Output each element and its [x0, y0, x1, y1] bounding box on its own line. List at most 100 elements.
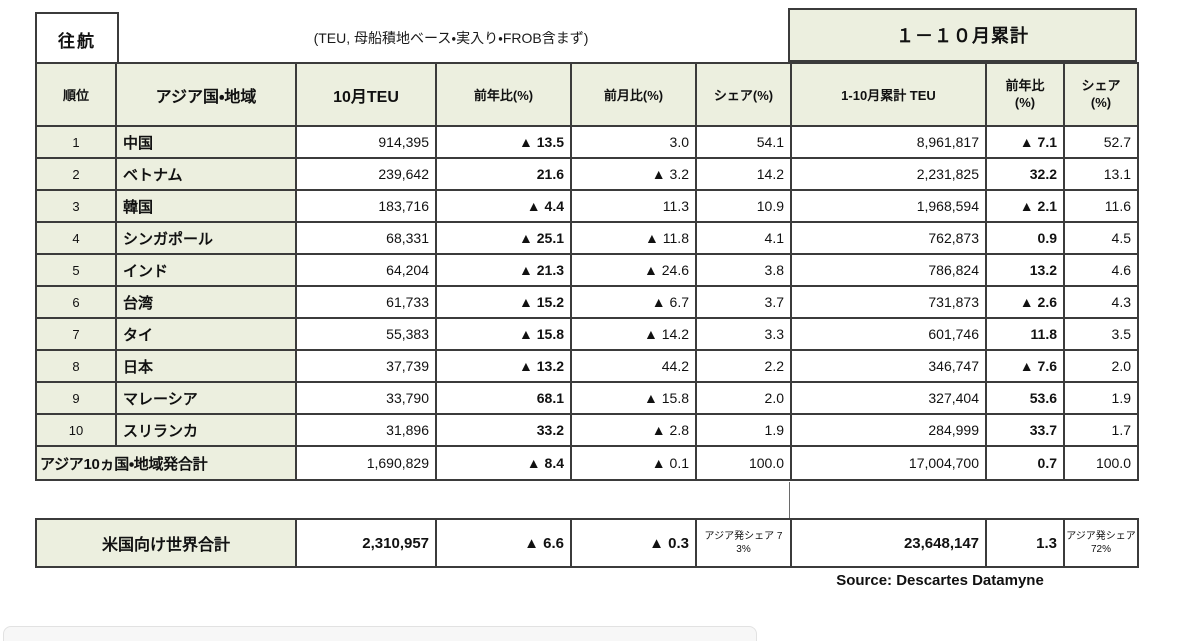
cell-cum-yoy: 11.8 — [985, 317, 1065, 351]
cell-cum-teu: 284,999 — [790, 413, 987, 447]
table-body: 1 中国 914,395 ▲ 13.5 3.0 54.1 8,961,817 ▲ 7.1 52.… — [35, 125, 1139, 447]
world-total-oct-teu: 2,310,957 — [295, 518, 438, 568]
col-header-country: アジア国・地域 — [115, 62, 297, 127]
table-row: 4 シンガポール 68,331 ▲ 25.1 ▲ 11.8 4.1 762,873 0.9 4.… — [35, 221, 1139, 255]
col-header-cum-share: シェア (%) — [1063, 62, 1139, 127]
cell-share: 14.2 — [695, 157, 792, 191]
cell-cum-teu: 762,873 — [790, 221, 987, 255]
cell-mom: ▲ 11.8 — [570, 221, 697, 255]
cell-cum-yoy: 33.7 — [985, 413, 1065, 447]
cell-yoy: ▲ 15.2 — [435, 285, 572, 319]
cell-cum-yoy: ▲ 2.6 — [985, 285, 1065, 319]
cell-yoy: ▲ 21.3 — [435, 253, 572, 287]
cumulative-section-divider-line — [789, 482, 790, 518]
cell-cum-share: 1.7 — [1063, 413, 1139, 447]
cell-cum-share: 3.5 — [1063, 317, 1139, 351]
source-credit: Source: Descartes Datamyne — [836, 572, 1044, 589]
cell-oct-teu: 31,896 — [295, 413, 437, 447]
cell-cum-yoy: ▲ 2.1 — [985, 189, 1065, 223]
cell-oct-teu: 183,716 — [295, 189, 437, 223]
cell-mom: ▲ 24.6 — [570, 253, 697, 287]
cell-rank: 9 — [35, 381, 117, 415]
world-total-label: 米国向け世界合計 — [34, 518, 298, 568]
cell-rank: 10 — [35, 413, 117, 447]
table-row: 10 スリランカ 31,896 33.2 ▲ 2.8 1.9 284,999 33.7 1.7 — [35, 413, 1139, 447]
cell-yoy: ▲ 13.2 — [435, 349, 572, 383]
cell-cum-yoy: ▲ 7.1 — [985, 125, 1065, 159]
col-header-mom: 前月比(%) — [570, 62, 697, 127]
cell-cum-teu: 786,824 — [790, 253, 987, 287]
world-total-yoy: ▲ 6.6 — [435, 518, 573, 568]
cell-yoy: ▲ 15.8 — [435, 317, 572, 351]
cell-cum-share: 2.0 — [1063, 349, 1139, 383]
cell-cum-share: 52.7 — [1063, 125, 1139, 159]
cell-cum-share: 1.9 — [1063, 381, 1139, 415]
asia-total-label: アジア10ヵ国・地域発合計 — [35, 445, 297, 481]
cell-share: 10.9 — [695, 189, 792, 223]
cell-share: 3.7 — [695, 285, 792, 319]
cell-cum-share: 4.3 — [1063, 285, 1139, 319]
cell-rank: 6 — [35, 285, 117, 319]
cell-rank: 3 — [35, 189, 117, 223]
world-total-cum-yoy: 1.3 — [985, 518, 1066, 568]
cell-mom: 11.3 — [570, 189, 697, 223]
cell-cum-teu: 346,747 — [790, 349, 987, 383]
col-header-yoy: 前年比(%) — [435, 62, 572, 127]
cell-cum-teu: 601,746 — [790, 317, 987, 351]
cell-yoy: 33.2 — [435, 413, 572, 447]
cell-cum-teu: 1,968,594 — [790, 189, 987, 223]
cell-rank: 4 — [35, 221, 117, 255]
asia-total-yoy: ▲ 8.4 — [435, 445, 572, 481]
cell-cum-share: 4.6 — [1063, 253, 1139, 287]
col-header-oct-teu: 10月TEU — [295, 62, 437, 127]
cell-country: マレーシア — [115, 381, 297, 415]
asia-total-mom: ▲ 0.1 — [570, 445, 697, 481]
cell-oct-teu: 68,331 — [295, 221, 437, 255]
cell-country: スリランカ — [115, 413, 297, 447]
asia-share-note-cum: アジア発シェア 72% — [1063, 518, 1140, 568]
cell-cum-teu: 8,961,817 — [790, 125, 987, 159]
cell-country: ベトナム — [115, 157, 297, 191]
cell-cum-yoy: 32.2 — [985, 157, 1065, 191]
cell-country: 台湾 — [115, 285, 297, 319]
asia-share-note-oct: アジア発シェア 73% — [695, 518, 793, 568]
cell-rank: 1 — [35, 125, 117, 159]
cell-share: 3.3 — [695, 317, 792, 351]
direction-label: 往航 — [35, 12, 119, 66]
asia-teu-ranking-table: 順位 アジア国・地域 10月TEU 前年比(%) 前月比(%) シェア(%) 1… — [35, 62, 1139, 481]
cell-share: 2.2 — [695, 349, 792, 383]
asia-total-cum-share: 100.0 — [1063, 445, 1139, 481]
cell-mom: ▲ 3.2 — [570, 157, 697, 191]
cell-rank: 5 — [35, 253, 117, 287]
asia-total-cum-teu: 17,004,700 — [790, 445, 987, 481]
world-total-mom: ▲ 0.3 — [570, 518, 698, 568]
cell-country: インド — [115, 253, 297, 287]
cell-yoy: ▲ 25.1 — [435, 221, 572, 255]
cell-oct-teu: 33,790 — [295, 381, 437, 415]
unit-note: (TEU, 母船積地ベース・実入り・FROB含まず) — [313, 30, 589, 46]
table-row: 7 タイ 55,383 ▲ 15.8 ▲ 14.2 3.3 601,746 11.8 3.5 — [35, 317, 1139, 351]
cell-cum-yoy: 53.6 — [985, 381, 1065, 415]
asia-total-cum-yoy: 0.7 — [985, 445, 1065, 481]
cell-yoy: 68.1 — [435, 381, 572, 415]
bottom-panel-edge — [3, 626, 757, 641]
cell-cum-share: 13.1 — [1063, 157, 1139, 191]
asia-total-share: 100.0 — [695, 445, 792, 481]
asia-total-row: アジア10ヵ国・地域発合計 1,690,829 ▲ 8.4 ▲ 0.1 100.… — [35, 445, 1139, 481]
asia-total-oct-teu: 1,690,829 — [295, 445, 437, 481]
cell-mom: ▲ 2.8 — [570, 413, 697, 447]
cell-oct-teu: 64,204 — [295, 253, 437, 287]
cell-share: 3.8 — [695, 253, 792, 287]
cell-share: 4.1 — [695, 221, 792, 255]
cell-mom: 44.2 — [570, 349, 697, 383]
cell-oct-teu: 61,733 — [295, 285, 437, 319]
table-row: 5 インド 64,204 ▲ 21.3 ▲ 24.6 3.8 786,824 13.2 4.6 — [35, 253, 1139, 287]
table-row: 1 中国 914,395 ▲ 13.5 3.0 54.1 8,961,817 ▲ 7.1 52.… — [35, 125, 1139, 159]
col-header-cum-yoy: 前年比 (%) — [985, 62, 1065, 127]
world-total-cum-teu: 23,648,147 — [790, 518, 988, 568]
col-header-rank: 順位 — [35, 62, 117, 127]
cell-oct-teu: 37,739 — [295, 349, 437, 383]
cell-cum-yoy: 13.2 — [985, 253, 1065, 287]
header-row: 順位 アジア国・地域 10月TEU 前年比(%) 前月比(%) シェア(%) 1… — [35, 62, 1139, 127]
